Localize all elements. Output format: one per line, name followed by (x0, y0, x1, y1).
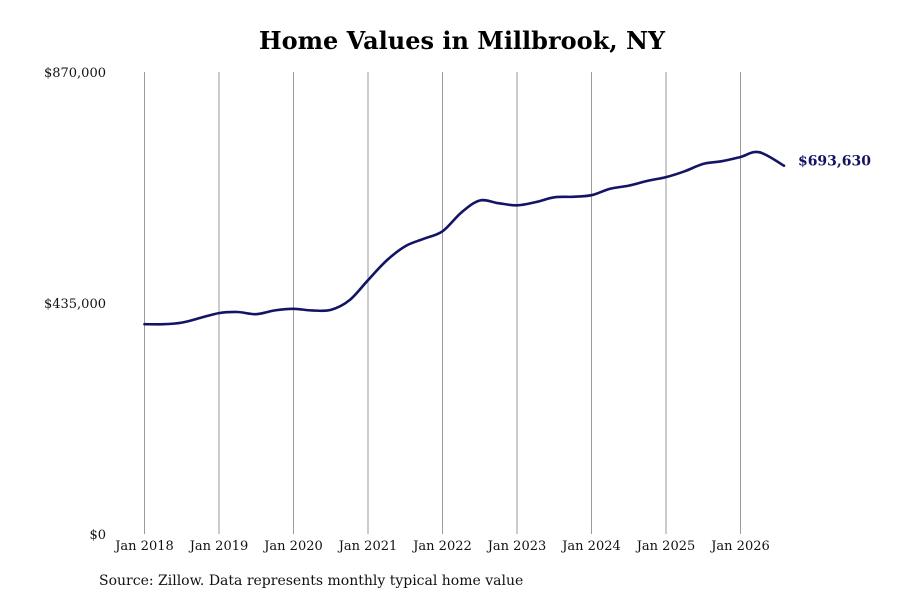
x-axis-ticks: Jan 2018 Jan 2019 Jan 2020 Jan 2021 Jan 2022… (113, 539, 770, 554)
x-tick-label: Jan 2025 (635, 539, 696, 554)
x-tick-label: Jan 2021 (337, 539, 398, 554)
x-tick-label: Jan 2022 (411, 539, 472, 554)
x-tick-label: Jan 2026 (709, 539, 770, 554)
y-tick-label: $0 (89, 528, 106, 543)
y-tick-label: $435,000 (44, 297, 106, 312)
y-axis-ticks: $0 $435,000 $870,000 (44, 66, 106, 543)
x-tick-label: Jan 2020 (262, 539, 323, 554)
x-tick-label: Jan 2024 (560, 539, 621, 554)
source-note: Source: Zillow. Data represents monthly … (99, 573, 524, 589)
x-tick-label: Jan 2023 (486, 539, 547, 554)
gridlines (144, 72, 741, 534)
end-value-label: $693,630 (798, 154, 871, 170)
x-tick-label: Jan 2018 (113, 539, 174, 554)
y-tick-label: $870,000 (44, 66, 106, 81)
chart-title: Home Values in Millbrook, NY (258, 26, 666, 55)
x-tick-label: Jan 2019 (188, 539, 249, 554)
series-line-home-value (143, 150, 786, 326)
